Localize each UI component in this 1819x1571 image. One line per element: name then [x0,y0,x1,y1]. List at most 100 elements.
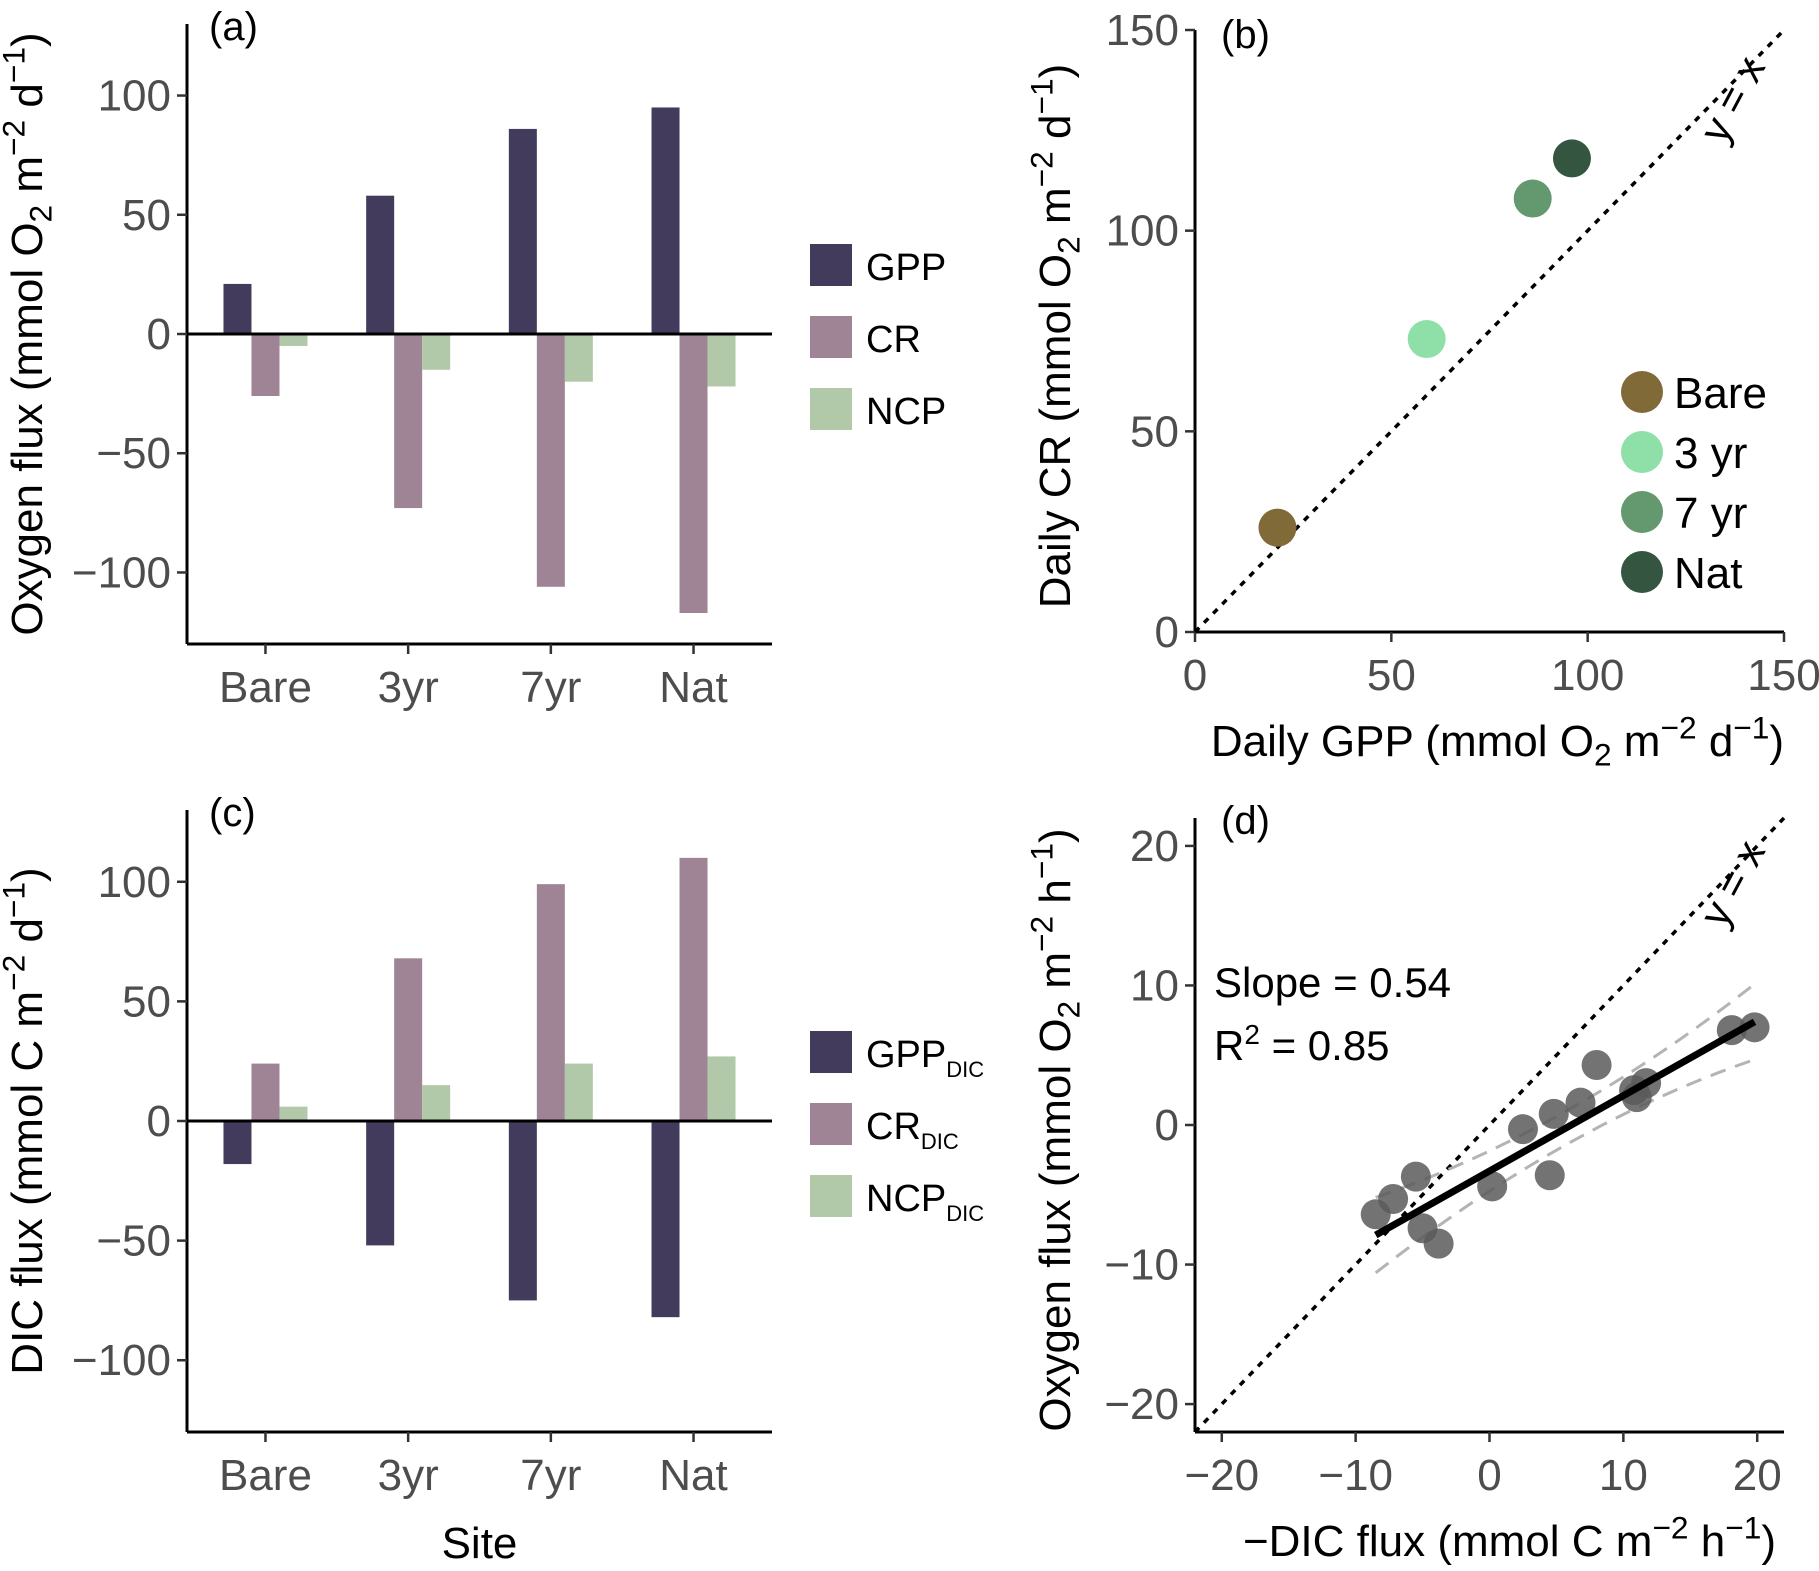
data-point [1739,1012,1770,1043]
label-exp: −1 [0,47,31,83]
ci-upper-line [1375,982,1756,1199]
panel-c: 100 50 0 −50 −100 Bare 3yr 7yr Nat (c) DIC flux (m… [0,791,984,1568]
reference-line-label: y = x [1690,48,1774,149]
bar-gpp [366,195,395,334]
legend-label-sub: DIC [946,1057,984,1082]
y-tick-label: −50 [96,1217,171,1266]
legend-marker [1621,431,1663,473]
panel-a: 100 50 0 −50 −100 Bare 3yr 7yr Nat (a) Oxygen flux… [0,5,946,712]
legend-label: 7 yr [1674,489,1747,538]
bar-cr [679,857,708,1121]
legend-label: 3 yr [1674,429,1747,478]
legend-marker [1621,491,1663,533]
legend-swatch [810,316,852,358]
bar-ncp [564,1063,593,1121]
legend-label-main: GPP [866,247,946,289]
y-axis-label: Oxygen flux (mmol O2 m−2 d−1) [0,32,59,635]
legend-swatch [810,1031,852,1073]
data-point [1400,1161,1431,1192]
legend-label-main: GPP [866,1034,946,1076]
legend-label: Bare [1674,369,1767,418]
label-unit-time: d [1031,114,1080,151]
bar-ncp [422,1085,451,1121]
y-tick-label: 20 [1130,822,1179,871]
legend-marker [1621,371,1663,413]
x-tick-label: 7yr [520,1451,581,1500]
r2-annotation: R2 = 0.85 [1214,1019,1390,1069]
y-tick-label: 150 [1106,6,1179,55]
bar-cr [679,334,708,613]
label-exp: −1 [1733,709,1769,745]
x-axis-label: Site [442,1519,518,1568]
label-unit-time: h [1689,1517,1726,1566]
x-tick-label: 50 [1367,651,1416,700]
y-axis-label: DIC flux (mmol C m−2 d−1) [0,867,52,1374]
x-axis-label: Daily GPP (mmol O2 m−2 d−1) [1211,709,1784,772]
panel-label: (a) [209,5,258,49]
x-tick-label: 7yr [520,663,581,712]
y-tick-label: 0 [1155,1101,1179,1150]
x-tick-label: Nat [659,663,727,712]
data-point [1423,1228,1454,1259]
bar-gpp [223,283,252,334]
x-tick-label: −20 [1184,1451,1259,1500]
label-sub: 2 [23,205,59,223]
label-sub: 2 [1594,737,1612,773]
x-tick-label: Bare [219,1451,312,1500]
x-tick-label: Nat [659,1451,727,1500]
label-unit: (mmol O [1031,254,1080,435]
y-tick-label: 10 [1130,961,1179,1010]
label-unit: (mmol O [1413,717,1594,766]
bar-gpp [366,1121,395,1246]
data-point [1581,1049,1612,1080]
label-unit-m: m [3,156,52,205]
y-axis-label: Daily CR (mmol O2 m−2 d−1) [1023,64,1086,609]
label-exp: −1 [1725,1509,1761,1545]
label-exp: −2 [1023,916,1059,952]
x-tick-label: 0 [1477,1451,1501,1500]
data-point [1378,1183,1409,1214]
x-axis-label: −DIC flux (mmol C m−2 h−1) [1243,1509,1776,1566]
regression-line [1373,1018,1757,1239]
label-close: ) [1031,64,1080,79]
label-main: Oxygen flux [1031,1199,1080,1431]
bar-ncp [279,1106,308,1121]
legend-label: NCP [866,391,946,433]
label-unit: (mmol C m [3,991,52,1218]
x-tick-label: 150 [1747,651,1819,700]
legend-swatch [810,388,852,430]
data-point [1507,1114,1538,1145]
label-exp: −2 [1023,151,1059,187]
label-close: ) [1769,717,1784,766]
legend-label: CR [866,319,921,361]
y-tick-label: 0 [147,310,171,359]
label-main: Daily CR [1031,435,1080,609]
r2-main: R [1214,1022,1244,1069]
legend-label-main: CR [866,1106,921,1148]
legend-label-main: CR [866,319,921,361]
label-exp: −2 [0,120,31,156]
legend-label: CRDIC [866,1106,959,1154]
y-tick-label: 100 [98,858,171,907]
panel-d: −20 −10 0 10 20 −20 −10 0 10 20 y = x (d) Slope = 0.… [1023,799,1786,1566]
label-exp: −2 [1660,709,1696,745]
label-unit-m: m [1031,952,1080,1001]
label-unit-time: d [3,918,52,955]
x-tick-label: 3yr [378,1451,439,1500]
y-tick-label: −10 [1104,1241,1179,1290]
bar-ncp [707,1056,736,1121]
y-tick-label: −50 [96,429,171,478]
label-unit-time: d [3,83,52,120]
bar-cr [536,884,565,1121]
x-tick-label: 0 [1183,651,1207,700]
slope-annotation: Slope = 0.54 [1214,959,1451,1006]
data-point [1538,1098,1569,1129]
label-close: ) [3,32,52,47]
y-tick-label: 50 [1130,407,1179,456]
legend-label-main: NCP [866,391,946,433]
bar-cr [251,334,280,396]
label-exp: −2 [0,955,31,991]
y-tick-label: 100 [1106,207,1179,256]
r2-rest: = 0.85 [1260,1022,1390,1069]
